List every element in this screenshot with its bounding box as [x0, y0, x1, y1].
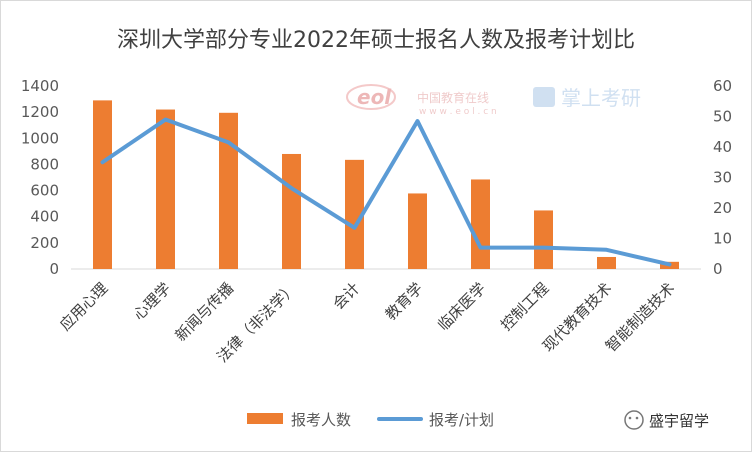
- y2-tick-label: 0: [713, 260, 723, 278]
- wechat-icon-eye-right: [635, 416, 639, 420]
- y2-tick-label: 30: [713, 169, 732, 187]
- bar: [219, 112, 238, 270]
- eol-logo-text: eol: [357, 85, 392, 109]
- y2-tick-label: 10: [713, 230, 732, 248]
- legend-label-line: 报考/计划: [429, 411, 494, 429]
- y-tick-label: 200: [30, 234, 59, 252]
- category-label: 心理学: [130, 279, 175, 324]
- bar: [156, 109, 175, 270]
- y-tick-label: 600: [30, 182, 59, 200]
- zsky-watermark: 掌上考研: [533, 86, 641, 110]
- category-label: 新闻与传播: [172, 279, 238, 345]
- y-tick-label: 400: [30, 208, 59, 226]
- brand-mark: 盛宇留学: [624, 410, 709, 430]
- y-tick-label: 1200: [21, 103, 59, 121]
- bar: [471, 179, 490, 269]
- bar: [597, 256, 616, 269]
- category-label: 会计: [329, 279, 363, 313]
- category-label: 临床医学: [434, 279, 489, 334]
- eol-cn-text: 中国教育在线: [417, 90, 489, 105]
- y2-tick-label: 20: [713, 199, 732, 217]
- wechat-icon-eye-left: [628, 416, 632, 420]
- bar: [408, 193, 427, 269]
- category-label: 应用心理: [56, 279, 111, 334]
- bar: [282, 153, 301, 269]
- y2-tick-label: 60: [713, 77, 732, 95]
- legend-label-bar: 报考人数: [291, 411, 351, 429]
- bar: [93, 100, 112, 269]
- bar: [534, 210, 553, 269]
- eol-watermark: eol 中国教育在线 w w w . e o l . c n: [346, 84, 497, 117]
- wechat-icon: [624, 410, 644, 430]
- axes-layer: 0 200 400 600 800 1000 1200 1400 0 10 20 30 40 50 60: [21, 77, 732, 278]
- brand-name: 盛宇留学: [649, 412, 709, 430]
- y2-tick-label: 40: [713, 138, 732, 156]
- y-tick-label: 0: [49, 260, 59, 278]
- ratio-line: [100, 117, 672, 267]
- category-label: 教育学: [382, 279, 427, 324]
- legend: 报考人数 报考/计划: [247, 411, 494, 429]
- zsky-text: 掌上考研: [561, 86, 641, 110]
- y-tick-label: 1000: [21, 129, 59, 147]
- eol-url-text: w w w . e o l . c n: [419, 107, 497, 117]
- y2-tick-label: 50: [713, 108, 732, 126]
- zsky-logo-icon: [533, 87, 555, 107]
- category-label: 控制工程: [497, 279, 552, 334]
- bar: [345, 159, 364, 269]
- legend-swatch-bar: [247, 413, 283, 424]
- chart-title: 深圳大学部分专业2022年硕士报名人数及报考计划比: [117, 28, 635, 53]
- y-tick-label: 800: [30, 155, 59, 173]
- y-tick-label: 1400: [21, 77, 59, 95]
- eol-logo-ring: [346, 84, 396, 110]
- line-layer: [100, 117, 672, 267]
